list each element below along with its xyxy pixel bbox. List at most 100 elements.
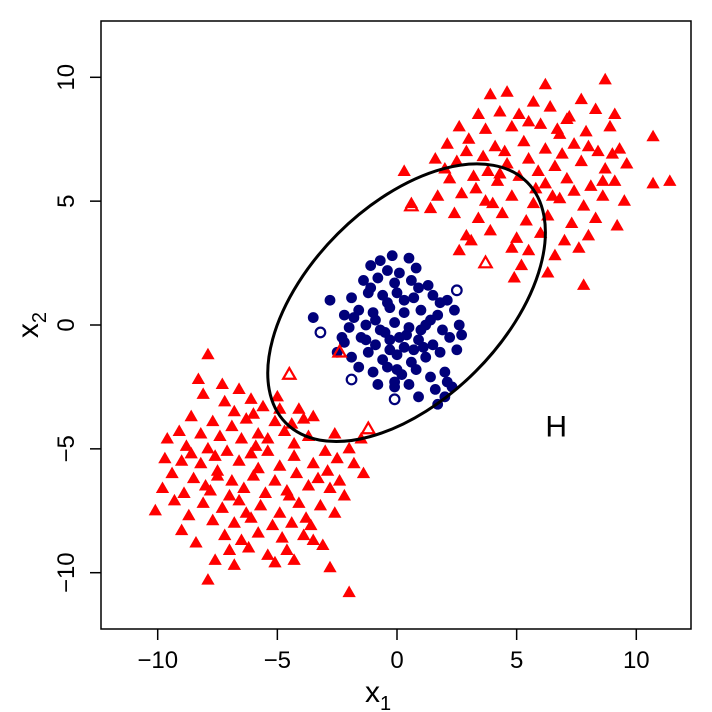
- filled-triangle-point-206: [521, 114, 536, 127]
- filled-triangle-point-74: [227, 516, 241, 528]
- filled-circle-point-0: [374, 255, 386, 266]
- filled-triangle-point-129: [452, 119, 466, 132]
- filled-triangle-point-90: [316, 538, 330, 551]
- filled-circle-point-75: [348, 312, 360, 323]
- filled-triangle-point-144: [646, 129, 660, 142]
- open-circle-point-1: [314, 326, 327, 339]
- filled-triangle-point-161: [608, 174, 622, 186]
- filled-triangle-point-51: [356, 466, 371, 479]
- filled-triangle-point-6: [218, 394, 232, 407]
- filled-circle-point-6: [410, 262, 422, 274]
- filled-triangle-point-98: [249, 439, 263, 451]
- open-triangle-point-2: [331, 343, 348, 358]
- filled-triangle-point-85: [189, 535, 203, 548]
- filled-circle-point-4: [382, 265, 393, 276]
- filled-triangle-point-160: [584, 179, 598, 191]
- filled-triangle-point-139: [517, 134, 531, 147]
- filled-triangle-point-100: [184, 446, 198, 459]
- filled-triangle-point-96: [201, 573, 215, 585]
- filled-triangle-point-132: [533, 117, 548, 129]
- data-marks: H: [148, 72, 677, 598]
- filled-triangle-point-107: [306, 533, 320, 546]
- filled-triangle-point-5: [244, 392, 258, 404]
- filled-circle-point-62: [403, 379, 415, 390]
- filled-triangle-point-158: [538, 176, 553, 189]
- annotation-h: H: [545, 411, 567, 444]
- filled-triangle-point-88: [261, 548, 275, 560]
- filled-triangle-point-116: [598, 72, 612, 85]
- filled-circle-point-5: [393, 267, 405, 279]
- filled-triangle-point-192: [548, 248, 562, 261]
- filled-circle-point-19: [338, 309, 350, 321]
- filled-triangle-point-178: [495, 206, 509, 219]
- filled-triangle-point-11: [184, 409, 198, 422]
- filled-triangle-point-166: [505, 189, 519, 201]
- filled-circle-point-46: [346, 351, 357, 363]
- filled-triangle-point-55: [222, 488, 237, 501]
- filled-circle-point-26: [449, 304, 460, 316]
- filled-circle-point-1: [386, 250, 398, 262]
- x-tick-label-4: 10: [623, 647, 650, 674]
- filled-triangle-point-198: [464, 233, 478, 246]
- filled-triangle-point-121: [574, 92, 588, 105]
- filled-circle-point-43: [427, 339, 439, 351]
- filled-triangle-point-87: [241, 540, 256, 553]
- open-triangle-point-4: [360, 420, 377, 435]
- filled-triangle-point-68: [292, 496, 306, 508]
- filled-triangle-point-12: [206, 414, 220, 427]
- y-axis-label: x2: [12, 312, 51, 338]
- filled-triangle-point-47: [268, 474, 282, 486]
- open-triangle-point-3: [281, 365, 298, 380]
- y-tick-label-3: 5: [53, 194, 80, 207]
- filled-triangle-point-25: [160, 431, 174, 444]
- filled-triangle-point-35: [194, 456, 208, 469]
- y-tick-label-0: −10: [53, 552, 80, 593]
- filled-circle-point-15: [391, 287, 403, 299]
- filled-triangle-point-216: [550, 122, 564, 134]
- filled-triangle-point-143: [612, 142, 627, 154]
- filled-triangle-point-189: [581, 228, 596, 241]
- filled-triangle-point-83: [275, 531, 289, 543]
- filled-triangle-point-140: [538, 142, 553, 154]
- filled-triangle-point-113: [210, 464, 225, 476]
- filled-triangle-point-38: [273, 459, 287, 471]
- filled-triangle-point-69: [313, 498, 328, 511]
- filled-triangle-point-163: [431, 189, 445, 201]
- filled-triangle-point-40: [330, 451, 344, 464]
- filled-triangle-point-29: [244, 446, 258, 459]
- filled-triangle-point-137: [462, 132, 476, 144]
- filled-triangle-point-146: [450, 154, 464, 167]
- filled-triangle-point-45: [225, 474, 239, 486]
- filled-triangle-point-142: [591, 144, 605, 157]
- filled-triangle-point-151: [574, 154, 588, 167]
- filled-triangle-point-106: [320, 464, 335, 476]
- filled-triangle-point-123: [493, 104, 507, 117]
- filled-triangle-point-122: [471, 107, 486, 120]
- filled-triangle-point-104: [261, 431, 275, 444]
- filled-circle-point-41: [398, 341, 410, 353]
- filled-triangle-point-20: [234, 431, 249, 444]
- filled-triangle-point-41: [347, 456, 361, 469]
- filled-triangle-point-149: [521, 152, 536, 164]
- filled-triangle-point-204: [498, 144, 512, 157]
- filled-triangle-point-99: [208, 449, 222, 461]
- filled-triangle-point-73: [206, 513, 220, 526]
- filled-triangle-point-93: [268, 555, 282, 568]
- filled-triangle-point-17: [172, 424, 186, 437]
- filled-triangle-point-80: [218, 528, 232, 541]
- filled-triangle-point-194: [514, 258, 529, 271]
- filled-circle-point-9: [389, 277, 401, 289]
- filled-triangle-point-21: [251, 426, 265, 439]
- filled-triangle-point-22: [277, 424, 292, 437]
- filled-triangle-point-114: [246, 407, 261, 419]
- open-triangle-point-0: [403, 197, 420, 212]
- filled-triangle-point-30: [261, 444, 275, 456]
- filled-triangle-point-176: [447, 206, 462, 219]
- filled-circle-point-87: [336, 331, 348, 343]
- filled-circle-point-88: [413, 391, 424, 403]
- filled-circle-point-27: [307, 312, 319, 323]
- filled-triangle-point-43: [186, 471, 201, 484]
- filled-triangle-point-208: [596, 174, 610, 186]
- filled-triangle-point-207: [459, 144, 474, 157]
